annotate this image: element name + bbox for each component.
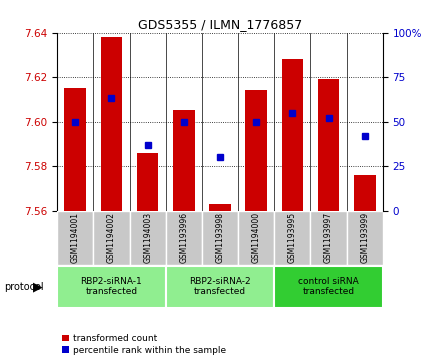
Bar <box>282 59 303 211</box>
Legend: transformed count, percentile rank within the sample: transformed count, percentile rank withi… <box>62 334 227 355</box>
Bar <box>311 211 347 265</box>
Text: GSM1194003: GSM1194003 <box>143 212 152 263</box>
Text: GSM1193996: GSM1193996 <box>180 212 188 263</box>
Bar <box>274 266 383 308</box>
Text: RBP2-siRNA-1
transfected: RBP2-siRNA-1 transfected <box>81 277 143 297</box>
Text: control siRNA
transfected: control siRNA transfected <box>298 277 359 297</box>
Bar <box>209 204 231 211</box>
Bar <box>238 211 274 265</box>
Bar <box>101 37 122 211</box>
Text: RBP2-siRNA-2
transfected: RBP2-siRNA-2 transfected <box>189 277 251 297</box>
Text: GSM1194001: GSM1194001 <box>71 212 80 263</box>
Bar <box>166 211 202 265</box>
Text: GSM1194002: GSM1194002 <box>107 212 116 263</box>
Text: GSM1194000: GSM1194000 <box>252 212 260 263</box>
Text: GSM1193995: GSM1193995 <box>288 212 297 263</box>
Bar <box>202 211 238 265</box>
Bar <box>347 211 383 265</box>
Bar <box>354 175 376 211</box>
Bar <box>137 153 158 211</box>
Bar <box>274 211 311 265</box>
Text: protocol: protocol <box>4 282 44 292</box>
Title: GDS5355 / ILMN_1776857: GDS5355 / ILMN_1776857 <box>138 19 302 32</box>
Bar <box>64 88 86 211</box>
Bar <box>57 211 93 265</box>
Bar <box>57 266 166 308</box>
Text: ▶: ▶ <box>33 280 43 293</box>
Text: GSM1193998: GSM1193998 <box>216 212 224 263</box>
Bar <box>129 211 166 265</box>
Text: GSM1193997: GSM1193997 <box>324 212 333 263</box>
Bar <box>318 79 339 211</box>
Bar <box>166 266 274 308</box>
Bar <box>93 211 129 265</box>
Bar <box>246 90 267 211</box>
Text: GSM1193999: GSM1193999 <box>360 212 369 263</box>
Bar <box>173 110 194 211</box>
